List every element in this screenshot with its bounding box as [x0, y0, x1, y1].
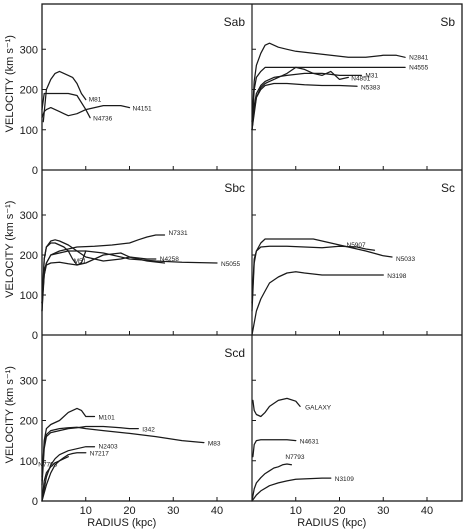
- axis-labels-group: RADIUS (kpc) RADIUS (kpc) VELOCITY (km s⁻¹…: [4, 35, 366, 529]
- panel-sab: 0 100 200 300 Sab M81 N4736 N4151: [20, 15, 246, 177]
- y-tick-label: 300: [20, 44, 38, 56]
- x-tick-label: 10: [290, 505, 302, 517]
- x-axis-label: RADIUS (kpc): [87, 517, 156, 529]
- y-tick-label: 300: [20, 210, 38, 222]
- series-label: N5033: [396, 256, 416, 263]
- series-line-n4151: [41, 104, 131, 119]
- series-line-galaxy: [252, 397, 301, 418]
- y-tick-label: 100: [20, 290, 38, 302]
- x-tick-label: 10: [80, 505, 92, 517]
- x-tick-label: 20: [123, 505, 135, 517]
- series-label: N3109: [335, 476, 355, 483]
- series-line-m81: [42, 70, 87, 123]
- panel-sc: Sc N5907 N5033 N3198: [251, 181, 455, 336]
- series-label: N4151: [133, 106, 153, 113]
- series-label: N5383: [361, 84, 381, 91]
- series-label: M31: [365, 72, 378, 79]
- series-label: N4555: [409, 64, 429, 71]
- panel-misc: 10 20 30 40 GALAXY N4631 N7793 N3109: [251, 379, 433, 517]
- series-label: M51: [74, 258, 87, 265]
- panel-label: Sc: [441, 181, 455, 195]
- x-tick-label: 30: [377, 505, 389, 517]
- series-line-n2841: [251, 42, 406, 123]
- x-axis-label: RADIUS (kpc): [297, 517, 366, 529]
- panel-scd: 0 100 200 300 10 20 30 40 Scd M101 I342 M83 N2403 N77…: [20, 346, 245, 517]
- y-tick-label: 100: [20, 456, 38, 468]
- series-line-n4736: [41, 92, 91, 119]
- series-line-n7217: [41, 452, 87, 502]
- series-line-m101: [41, 407, 96, 482]
- y-tick-label: 300: [20, 375, 38, 387]
- y-tick-label: 200: [20, 416, 38, 428]
- series-label: N3198: [387, 273, 407, 280]
- series-line-n4631: [252, 439, 297, 458]
- series-line-m83: [41, 426, 205, 478]
- series-label: N7331: [169, 230, 189, 237]
- series-label: N4851: [351, 75, 371, 82]
- series-label: N4631: [300, 439, 320, 446]
- panel-label: Sb: [440, 15, 455, 29]
- series-line-n5055: [41, 250, 218, 304]
- series-label: M101: [99, 414, 116, 421]
- y-axis-label: VELOCITY (km s⁻¹): [4, 366, 16, 463]
- series-label: M81: [89, 97, 102, 104]
- series-label: N4258: [160, 256, 180, 263]
- series-line-n5907: [251, 245, 376, 312]
- y-axis-label: VELOCITY (km s⁻¹): [4, 201, 16, 298]
- series-line-n5033: [251, 238, 393, 304]
- panel-label: Sab: [224, 15, 246, 29]
- y-tick-label: 100: [20, 125, 38, 137]
- series-line-n4258: [41, 239, 157, 304]
- panels-group: 0100200300SabM81N4736N4151SbN2841N4555M3…: [20, 15, 456, 517]
- series-line-n7793: [251, 463, 293, 502]
- series-line-n4555: [251, 66, 406, 131]
- y-tick-label: 0: [32, 165, 38, 177]
- panel-label: Scd: [224, 346, 245, 360]
- y-tick-label: 200: [20, 250, 38, 262]
- series-line-n4851: [251, 66, 349, 131]
- series-label: M83: [208, 441, 221, 448]
- series-line-n3109: [251, 477, 332, 502]
- series-line-n3198: [251, 271, 384, 336]
- x-tick-label: 40: [211, 505, 223, 517]
- series-line-n2403: [41, 446, 96, 502]
- y-tick-label: 0: [32, 496, 38, 508]
- x-tick-label: 20: [333, 505, 345, 517]
- series-line-n7793: [41, 456, 69, 502]
- series-label: N7217: [90, 451, 110, 458]
- series-label: N7793: [38, 462, 58, 469]
- series-label: N5907: [347, 242, 367, 249]
- x-tick-label: 40: [421, 505, 433, 517]
- y-axis-label: VELOCITY (km s⁻¹): [4, 35, 16, 132]
- series-label: I342: [142, 427, 155, 434]
- series-label: N5055: [221, 261, 241, 268]
- y-tick-label: 200: [20, 85, 38, 97]
- panel-label: Sbc: [224, 181, 245, 195]
- series-line-n5383: [251, 82, 358, 131]
- y-tick-label: 0: [32, 330, 38, 342]
- series-label: N4736: [93, 116, 113, 123]
- series-label: GALAXY: [305, 404, 332, 411]
- series-label: N2841: [409, 54, 429, 61]
- x-tick-label: 30: [167, 505, 179, 517]
- series-line-unlabeled: [41, 252, 166, 312]
- series-label: N2403: [99, 444, 119, 451]
- series-label: N7793: [285, 454, 305, 461]
- panel-sbc: 0 100 200 300 Sbc N7331 N4258 N5055 M51: [20, 181, 245, 342]
